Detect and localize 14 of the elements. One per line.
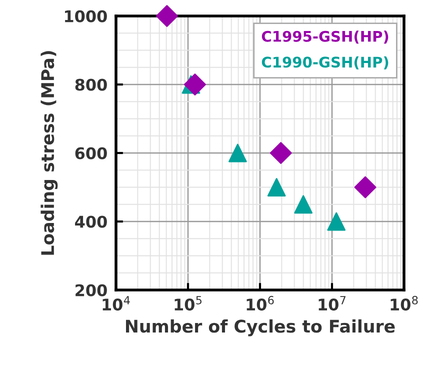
- x-tick-label: 10$^{5}$: [174, 296, 202, 311]
- x-tick-label: 10$^{4}$: [102, 296, 130, 311]
- y-tick-label: 200: [76, 284, 107, 296]
- text: C1995-GSH(HP): [262, 30, 388, 44]
- x-tick-label: 10$^{8}$: [390, 296, 418, 311]
- x-axis-title: Number of Cycles to Failure: [126, 319, 395, 336]
- y-tick-label: 400: [75, 216, 107, 228]
- y-tick-label: 800: [75, 78, 107, 91]
- text: C1990-GSH(HP): [262, 56, 388, 70]
- x-tick-label: 10$^{7}$: [318, 296, 346, 311]
- y-tick-label: 1000: [65, 10, 107, 22]
- y-tick-label: 600: [75, 147, 107, 160]
- x-tick-label: 10$^{6}$: [246, 296, 274, 311]
- y-axis-title: Loading stress (MPa): [40, 51, 58, 255]
